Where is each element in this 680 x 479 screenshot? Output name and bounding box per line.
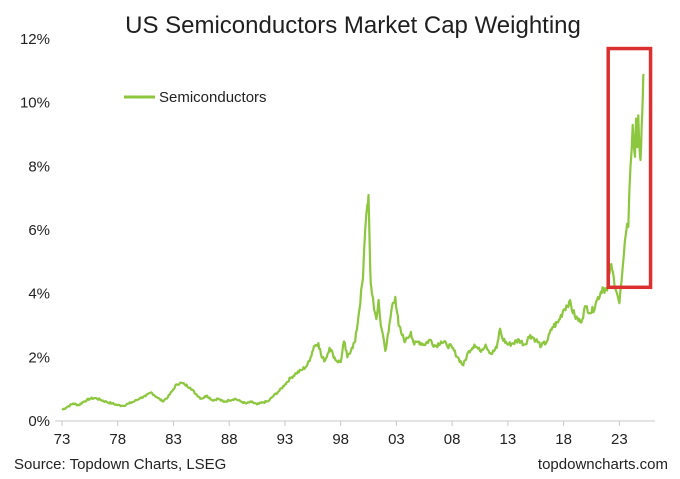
y-axis-ticks: 0% 2% 4% 6% 8% 10% 12%	[20, 31, 50, 430]
y-tick-label: 12%	[20, 31, 50, 48]
x-tick-label: 23	[611, 431, 628, 448]
y-tick-label: 0%	[28, 413, 50, 430]
highlight-box	[606, 46, 653, 290]
x-tick-label: 18	[555, 431, 572, 448]
x-tick-label: 98	[332, 431, 349, 448]
x-tick-label: 03	[388, 431, 405, 448]
y-tick-label: 4%	[28, 286, 50, 303]
x-tick-label: 93	[277, 431, 294, 448]
x-tick-label: 83	[165, 431, 182, 448]
annotation-layer	[606, 46, 653, 290]
legend: Semiconductors	[124, 89, 267, 106]
x-axis-ticks: 73 78 83 88 93 98 03 08 13 18 23	[54, 421, 628, 448]
series-line-semiconductors	[61, 73, 645, 411]
chart-title: US Semiconductors Market Cap Weighting	[125, 12, 581, 39]
x-tick-label: 13	[500, 431, 517, 448]
y-tick-label: 8%	[28, 158, 50, 175]
source-note: Source: Topdown Charts, LSEG	[14, 456, 226, 473]
y-tick-label: 6%	[28, 222, 50, 239]
x-tick-label: 88	[221, 431, 238, 448]
brand-watermark: topdowncharts.com	[538, 456, 668, 473]
x-tick-label: 78	[109, 431, 126, 448]
x-tick-label: 08	[444, 431, 461, 448]
y-tick-label: 10%	[20, 95, 50, 112]
legend-label-semiconductors: Semiconductors	[159, 89, 267, 106]
x-tick-label: 73	[54, 431, 71, 448]
y-tick-label: 2%	[28, 349, 50, 366]
series-layer	[61, 73, 645, 411]
